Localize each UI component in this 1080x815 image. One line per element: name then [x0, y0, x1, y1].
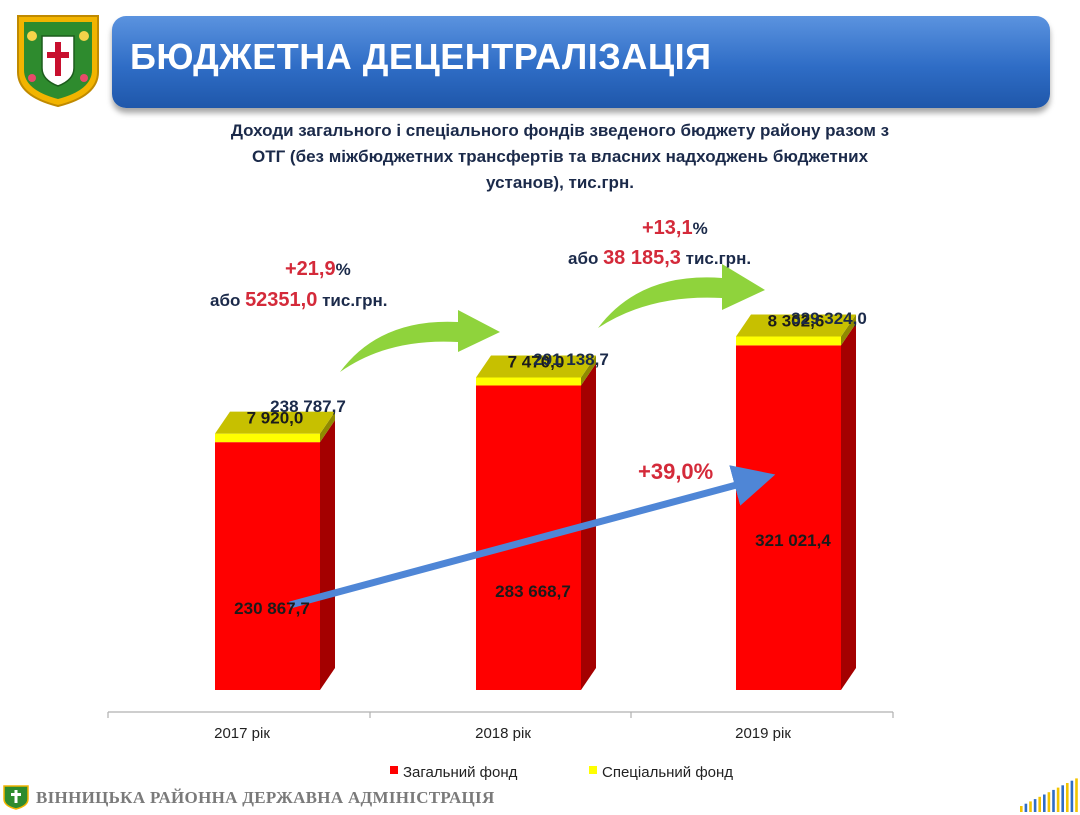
footer-bar — [1033, 799, 1037, 812]
special-fund-bar-top — [736, 314, 856, 337]
special-fund-bar-side — [320, 411, 335, 443]
growth-amount-unit: тис.грн. — [681, 249, 751, 268]
footer-bar — [1020, 806, 1023, 812]
total-value-label: 238 787,7 — [270, 397, 346, 416]
footer-bar — [1047, 792, 1051, 812]
legend-label-general: Загальний фонд — [403, 764, 518, 781]
footer-bar — [1038, 796, 1041, 812]
footer-bar — [1052, 789, 1055, 812]
growth-percent-label: +13,1% — [642, 217, 708, 239]
subtitle-line-1: Доходи загального і спеціального фондів … — [230, 121, 890, 140]
footer-bar — [1066, 783, 1069, 812]
growth-arrow-1 — [340, 310, 500, 372]
footer-emblem-icon — [3, 785, 29, 810]
trend-arrow — [289, 465, 776, 609]
x-tick-label: 2019 рік — [735, 725, 791, 742]
special-fund-bar-side — [581, 355, 596, 386]
total-value-label: 291 138,7 — [533, 350, 609, 369]
special-fund-value-label: 8 302,6 — [768, 311, 825, 330]
general-fund-bar-side — [320, 420, 335, 690]
footer-bar — [1075, 778, 1078, 812]
footer-bar — [1056, 787, 1060, 812]
special-fund-bar — [736, 336, 841, 346]
growth-arrow-2 — [598, 264, 765, 328]
growth-percent-sign: % — [336, 260, 351, 279]
special-fund-value-label: 7 470,0 — [508, 352, 565, 371]
general-fund-value-label: 230 867,7 — [234, 599, 310, 618]
footer-organization: ВІННИЦЬКА РАЙОННА ДЕРЖАВНА АДМІНІСТРАЦІЯ — [36, 788, 495, 807]
special-fund-bar — [215, 433, 320, 443]
coat-of-arms-icon — [17, 15, 99, 108]
growth-percent-value: +21,9 — [285, 258, 336, 280]
growth-amount-value: 52351,0 — [245, 289, 317, 311]
chart-subtitle: Доходи загального і спеціального фондів … — [120, 118, 1000, 196]
total-growth-label: +39,0% — [638, 459, 713, 484]
growth-amount-label: або 52351,0 тис.грн. — [210, 289, 388, 311]
footer-bar — [1024, 803, 1028, 812]
x-tick-label: 2017 рік — [214, 725, 270, 742]
legend-swatch-special — [589, 766, 597, 774]
general-fund-bar — [736, 345, 841, 690]
general-fund-bar — [215, 442, 320, 690]
growth-amount-prefix: або — [210, 291, 245, 310]
page-title: БЮДЖЕТНА ДЕЦЕНТРАЛІЗАЦІЯ — [130, 36, 712, 77]
special-fund-bar-top — [476, 355, 596, 378]
special-fund-value-label: 7 920,0 — [247, 409, 304, 428]
footer-bars-icon — [1020, 778, 1078, 812]
legend-swatch-general — [390, 766, 398, 774]
footer-bar — [1029, 801, 1032, 812]
growth-amount-unit: тис.грн. — [317, 291, 387, 310]
general-fund-value-label: 283 668,7 — [495, 582, 571, 601]
legend-label-special: Спеціальний фонд — [602, 764, 733, 781]
total-value-label: 329 324,0 — [791, 309, 867, 328]
footer-bar — [1070, 780, 1074, 812]
title-banner: БЮДЖЕТНА ДЕЦЕНТРАЛІЗАЦІЯ — [112, 16, 1050, 108]
growth-amount-value: 38 185,3 — [603, 247, 681, 269]
special-fund-bar-side — [841, 314, 856, 346]
special-fund-bar-top — [215, 411, 335, 434]
subtitle-line-3: установ), тис.грн. — [486, 173, 634, 192]
footer-bar — [1061, 785, 1064, 812]
general-fund-bar-side — [841, 323, 856, 690]
subtitle-line-2: ОТГ (без міжбюджетних трансфертів та вла… — [251, 147, 869, 166]
growth-amount-label: або 38 185,3 тис.грн. — [568, 247, 751, 269]
footer-bar — [1043, 794, 1046, 812]
growth-percent-label: +21,9% — [285, 258, 351, 280]
growth-amount-prefix: або — [568, 249, 603, 268]
general-fund-value-label: 321 021,4 — [755, 531, 831, 550]
growth-percent-value: +13,1 — [642, 217, 693, 239]
growth-percent-sign: % — [693, 219, 708, 238]
special-fund-bar — [476, 377, 581, 386]
x-tick-label: 2018 рік — [475, 725, 531, 742]
